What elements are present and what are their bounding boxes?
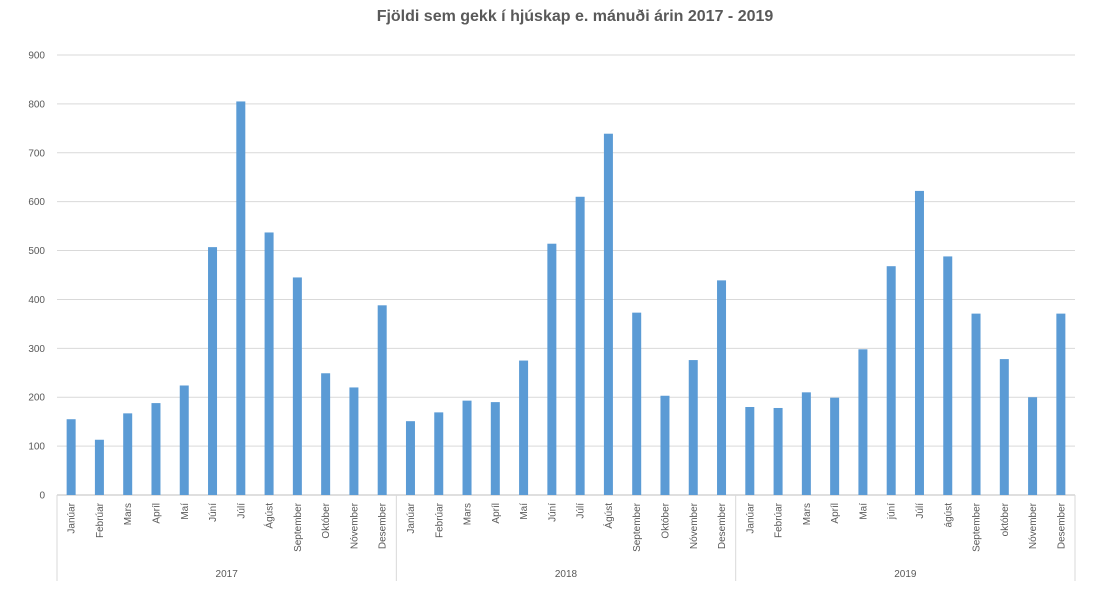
bar	[632, 312, 642, 495]
bar	[830, 397, 840, 495]
x-tick-label: Janúar	[745, 502, 756, 533]
bar	[94, 439, 104, 495]
bar	[405, 421, 415, 495]
y-tick-label: 500	[28, 246, 45, 257]
year-label: 2019	[894, 569, 917, 580]
bar	[660, 395, 670, 495]
bar	[1056, 313, 1066, 495]
bar	[208, 247, 218, 495]
y-tick-label: 700	[28, 148, 45, 159]
x-tick-label: Júní	[208, 503, 219, 522]
x-tick-label: Desember	[717, 502, 728, 549]
x-tick-label: júní	[887, 503, 898, 520]
x-tick-label: Nóvember	[349, 502, 360, 549]
x-tick-label: September	[972, 502, 983, 552]
y-tick-label: 600	[28, 197, 45, 208]
bar	[179, 385, 189, 495]
bar	[519, 360, 529, 495]
x-tick-label: Febrúar	[95, 502, 106, 538]
bar	[801, 392, 811, 495]
x-tick-label: Mars	[802, 503, 813, 525]
y-tick-label: 100	[28, 442, 45, 453]
x-tick-label: Febrúar	[434, 502, 445, 538]
y-tick-label: 800	[28, 99, 45, 110]
bar	[321, 373, 331, 495]
year-label: 2017	[216, 569, 239, 580]
x-tick-label: Október	[321, 502, 332, 538]
bar	[858, 349, 868, 495]
x-tick-label: Maí	[180, 503, 191, 520]
y-tick-label: 200	[28, 393, 45, 404]
bar	[264, 232, 274, 495]
x-tick-label: Apríl	[491, 503, 502, 524]
bar	[66, 419, 76, 495]
year-label: 2018	[555, 569, 578, 580]
x-tick-label: September	[293, 502, 304, 552]
x-tick-label: Maí	[519, 503, 530, 520]
x-tick-label: Janúar	[67, 502, 78, 533]
x-tick-label: Mars	[123, 503, 134, 525]
bar	[575, 196, 585, 495]
x-tick-label: Júní	[547, 503, 558, 522]
y-tick-label: 300	[28, 344, 45, 355]
x-tick-label: Júlí	[576, 503, 587, 519]
bar	[462, 400, 472, 495]
bar	[603, 133, 613, 495]
x-tick-label: Febrúar	[774, 502, 785, 538]
bar	[349, 387, 359, 495]
x-tick-label: Nóvember	[689, 502, 700, 549]
bar	[151, 403, 161, 495]
x-tick-label: Júlí	[236, 503, 247, 519]
x-tick-label: Apríl	[151, 503, 162, 524]
bar	[773, 407, 783, 495]
bar	[886, 266, 896, 495]
x-tick-label: október	[1000, 502, 1011, 536]
y-tick-label: 0	[39, 491, 45, 502]
bar	[717, 280, 727, 495]
bar	[943, 256, 953, 495]
bar	[547, 243, 557, 495]
bar	[434, 412, 444, 495]
x-tick-label: Október	[660, 502, 671, 538]
chart-title: Fjöldi sem gekk í hjúskap e. mánuði árin…	[376, 8, 774, 25]
x-tick-label: Desember	[1056, 502, 1067, 549]
x-tick-label: Janúar	[406, 502, 417, 533]
x-tick-label: September	[632, 502, 643, 552]
x-tick-label: Ágúst	[263, 503, 276, 529]
x-tick-label: Apríl	[830, 503, 841, 524]
bar	[292, 277, 302, 495]
bar	[236, 101, 246, 495]
x-tick-label: Maí	[858, 503, 869, 520]
x-tick-label: ágúst	[943, 503, 954, 528]
bar	[688, 360, 698, 495]
x-tick-label: Júlí	[915, 503, 926, 519]
bar	[999, 359, 1009, 495]
x-tick-label: Desember	[378, 502, 389, 549]
bar	[914, 190, 924, 495]
bar	[971, 313, 981, 495]
bar	[490, 402, 500, 495]
bar	[123, 413, 133, 495]
y-tick-label: 900	[28, 51, 45, 62]
x-tick-label: Ágúst	[602, 503, 615, 529]
bar	[1028, 397, 1038, 495]
bar	[377, 305, 387, 495]
x-tick-label: Mars	[463, 503, 474, 525]
x-tick-label: Nóvember	[1028, 502, 1039, 549]
y-tick-label: 400	[28, 295, 45, 306]
bar	[745, 407, 755, 495]
